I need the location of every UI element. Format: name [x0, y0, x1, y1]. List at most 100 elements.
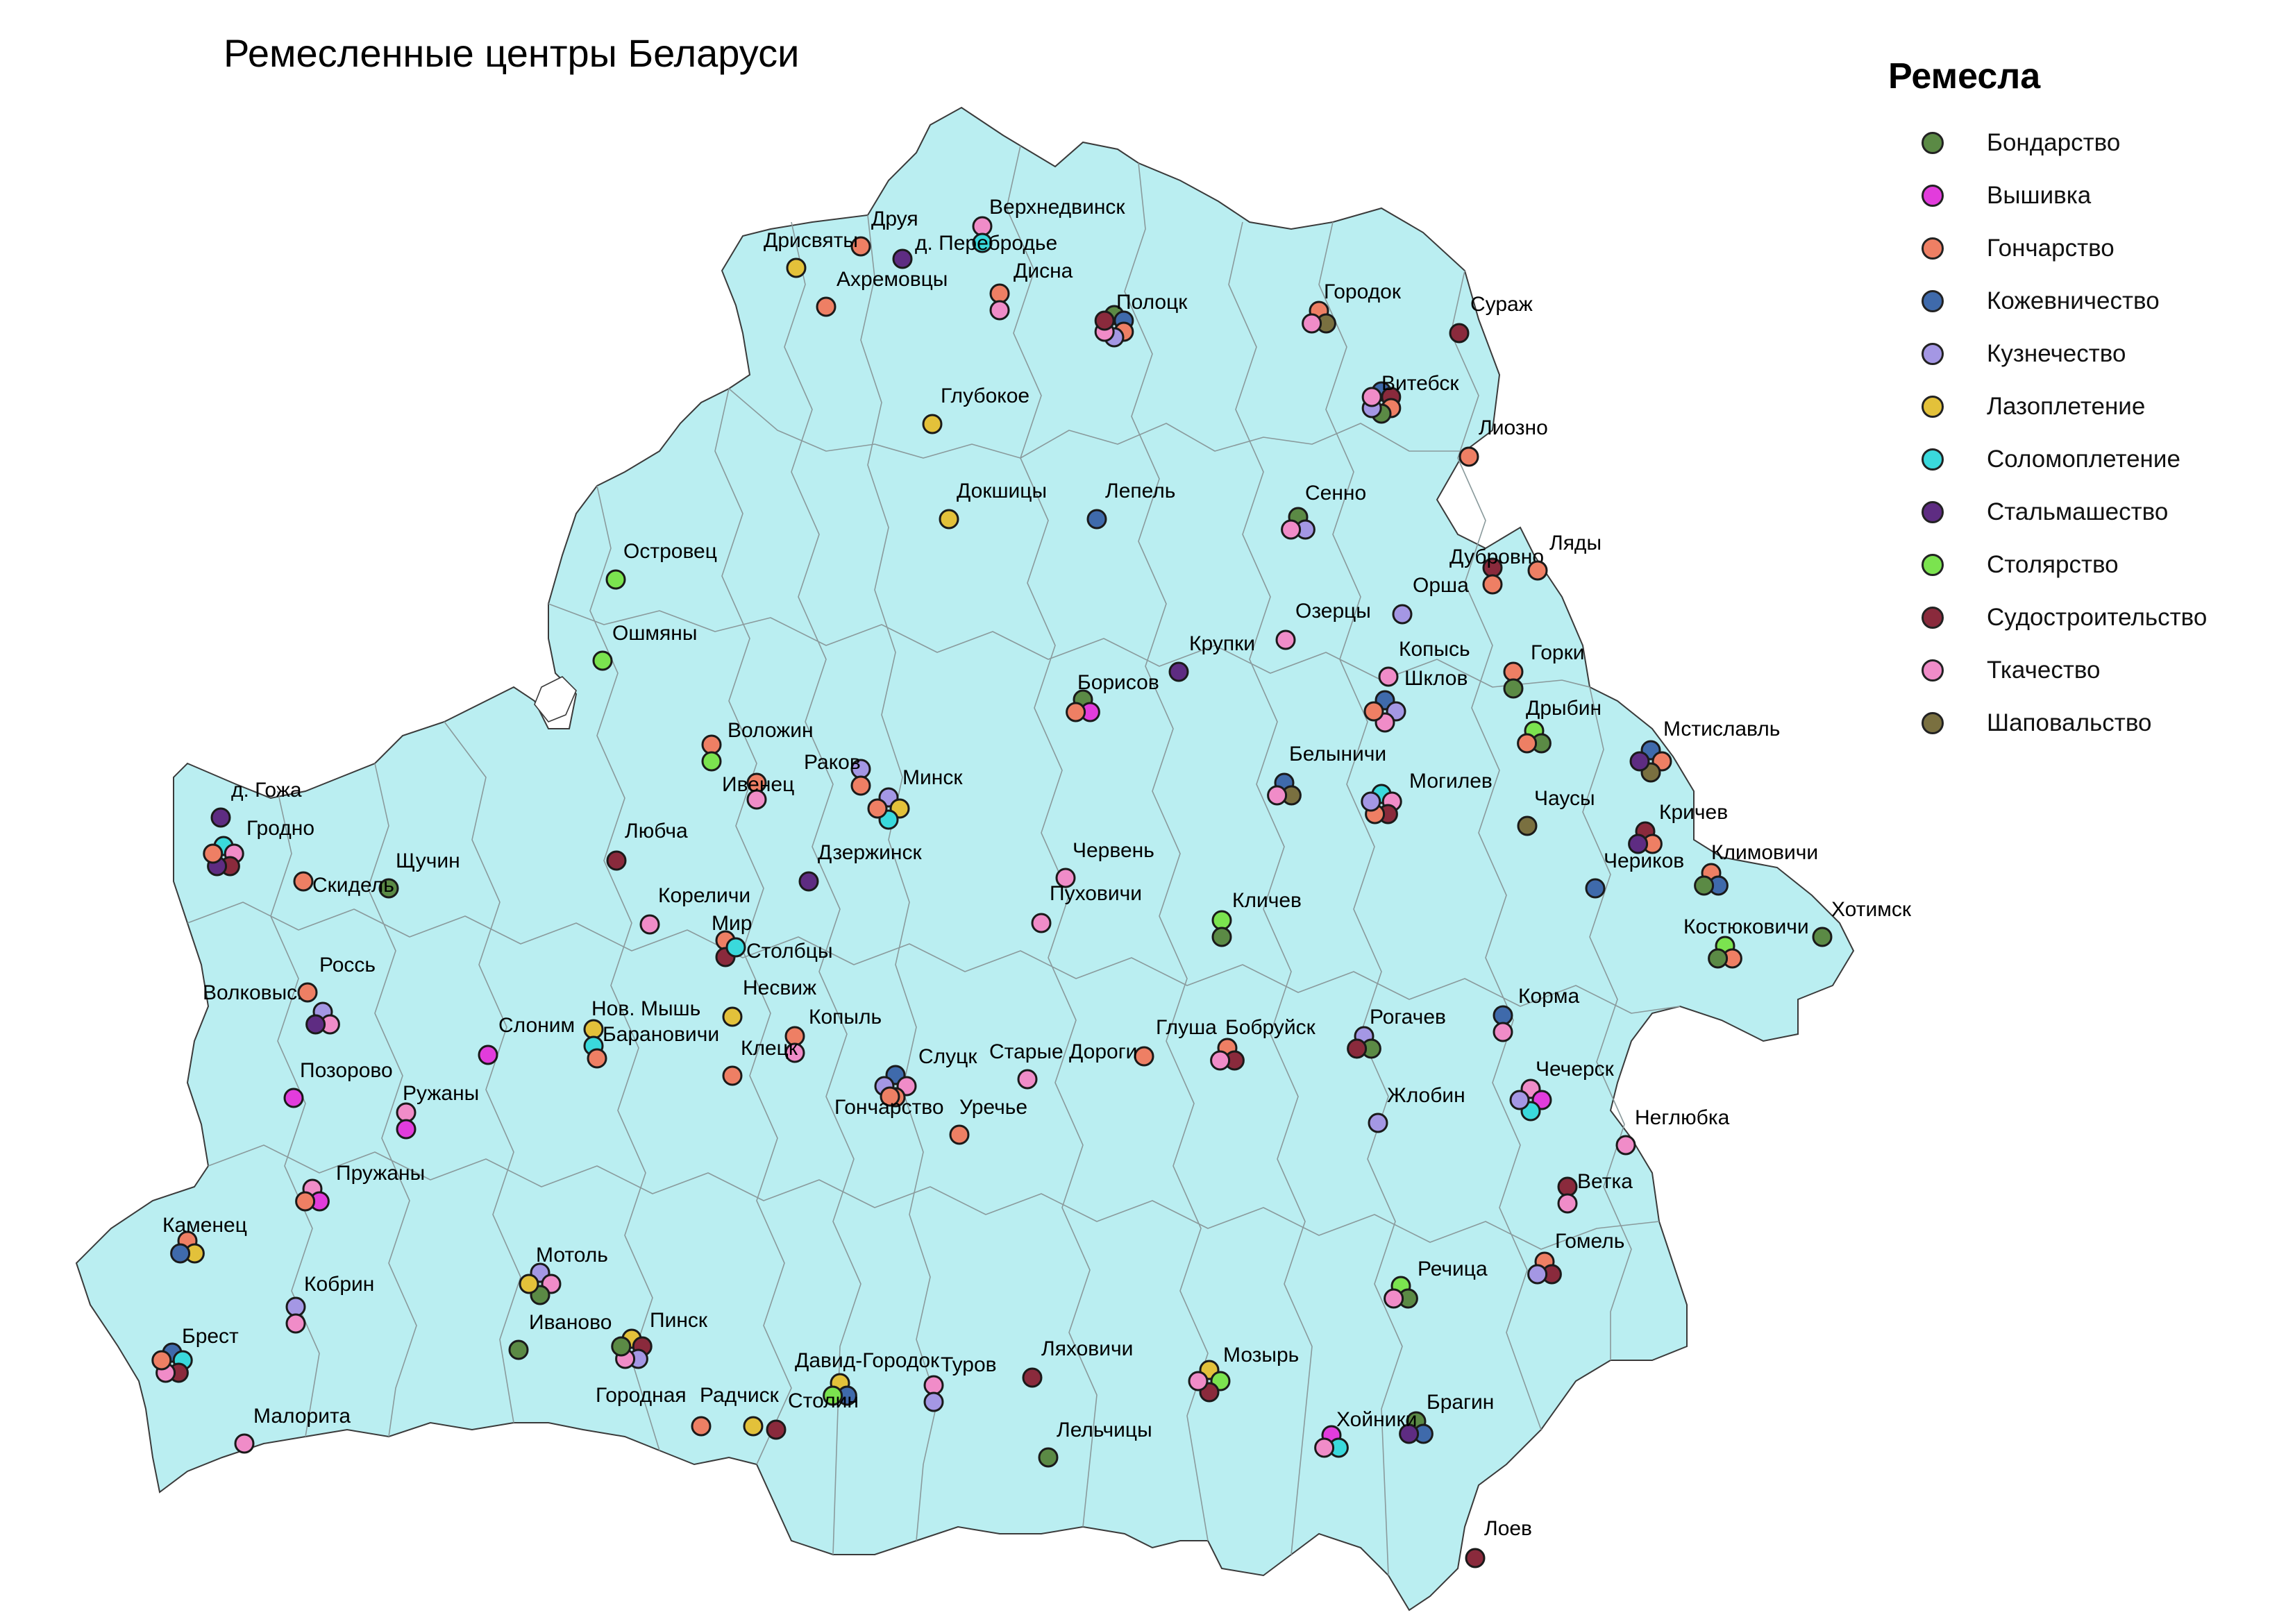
marker-bond[interactable]	[1812, 927, 1833, 947]
place-24[interactable]: Борисов	[1066, 671, 1159, 722]
place-65[interactable]: Слуцк	[874, 1045, 977, 1108]
place-36[interactable]: Кричев	[1628, 801, 1729, 854]
marker-lazo[interactable]	[583, 1019, 604, 1040]
marker-tkach[interactable]	[1267, 785, 1288, 806]
marker-vysh[interactable]	[478, 1044, 498, 1065]
place-84[interactable]: Мозырь	[1188, 1344, 1299, 1403]
place-53[interactable]: Ружаны	[396, 1082, 479, 1140]
marker-vysh[interactable]	[396, 1119, 417, 1140]
marker-stal[interactable]	[1629, 751, 1650, 772]
place-9[interactable]: Витебск	[1361, 372, 1459, 424]
place-66[interactable]: Старые Дороги	[989, 1040, 1137, 1090]
marker-sudo[interactable]	[1094, 310, 1115, 331]
marker-sudo[interactable]	[1465, 1548, 1486, 1568]
place-93[interactable]: Лельчицы	[1038, 1419, 1152, 1468]
place-48[interactable]: Хотимск	[1812, 898, 1912, 947]
marker-gonch[interactable]	[203, 843, 224, 864]
place-55[interactable]: Несвиж	[722, 976, 816, 1027]
marker-gonch[interactable]	[297, 982, 318, 1003]
place-94[interactable]: Лоев	[1465, 1517, 1532, 1568]
marker-tkach[interactable]	[1055, 868, 1076, 888]
marker-tkach[interactable]	[1378, 666, 1399, 687]
place-12[interactable]: Докшицы	[939, 480, 1047, 530]
marker-sudo[interactable]	[766, 1419, 787, 1440]
marker-bond[interactable]	[1503, 678, 1524, 699]
place-62[interactable]: Глуша	[1134, 1016, 1217, 1067]
place-58[interactable]: Рогачев	[1347, 1006, 1446, 1059]
place-45[interactable]: Кореличи	[639, 884, 750, 935]
place-4[interactable]: Ахремовцы	[816, 268, 948, 317]
place-71[interactable]: Жлобин	[1368, 1084, 1465, 1133]
marker-vysh[interactable]	[283, 1088, 304, 1108]
place-91[interactable]: Хойники	[1314, 1408, 1418, 1458]
place-0[interactable]: Верхнедвинск	[972, 196, 1125, 253]
marker-bond[interactable]	[1694, 875, 1715, 896]
marker-gonch[interactable]	[989, 283, 1010, 304]
marker-tkach[interactable]	[1275, 629, 1296, 650]
marker-stal[interactable]	[305, 1014, 326, 1035]
place-35[interactable]: Чаусы	[1517, 787, 1595, 836]
marker-tkach[interactable]	[1210, 1050, 1231, 1071]
marker-tkach[interactable]	[1557, 1193, 1578, 1214]
marker-sudo[interactable]	[606, 850, 627, 871]
place-46[interactable]: Пуховичи	[1031, 882, 1142, 933]
place-17[interactable]: Ляды	[1527, 532, 1602, 581]
place-15[interactable]: Островец	[605, 540, 717, 590]
place-26[interactable]: Дрыбин	[1517, 697, 1602, 754]
marker-shap[interactable]	[1517, 815, 1538, 836]
marker-stol[interactable]	[605, 569, 626, 590]
marker-stol[interactable]	[701, 751, 722, 772]
marker-gonch[interactable]	[701, 734, 722, 755]
place-59[interactable]: Корма	[1493, 985, 1579, 1042]
place-33[interactable]: Минск	[867, 766, 963, 830]
marker-bond[interactable]	[611, 1336, 632, 1357]
place-57[interactable]: Копыль	[784, 1006, 882, 1063]
marker-bond[interactable]	[1211, 927, 1232, 947]
marker-tkach[interactable]	[746, 789, 767, 810]
marker-sudo[interactable]	[1347, 1038, 1368, 1059]
place-56[interactable]: Нов. Мышь	[583, 997, 700, 1056]
place-64[interactable]: Клецк	[722, 1037, 798, 1086]
marker-tkach[interactable]	[1281, 519, 1302, 540]
place-86[interactable]: Туров	[923, 1353, 997, 1412]
place-7[interactable]: Городок	[1302, 280, 1402, 334]
place-19[interactable]: Озерцы	[1275, 600, 1371, 650]
marker-gonch[interactable]	[151, 1350, 172, 1371]
marker-tkach[interactable]	[989, 300, 1010, 321]
place-31[interactable]: д. Гожа	[210, 779, 302, 828]
marker-stol[interactable]	[1211, 910, 1232, 931]
marker-bond[interactable]	[508, 1339, 529, 1360]
marker-solo[interactable]	[725, 937, 746, 958]
marker-kuzn[interactable]	[1527, 1264, 1548, 1285]
marker-lazo[interactable]	[743, 1416, 764, 1437]
place-54[interactable]: Волковыск	[203, 981, 340, 1035]
marker-gonch[interactable]	[722, 1065, 743, 1086]
place-28[interactable]: Мстиславль	[1629, 718, 1780, 783]
marker-gonch[interactable]	[691, 1416, 712, 1437]
marker-kozh[interactable]	[170, 1243, 191, 1264]
marker-stal[interactable]	[1399, 1423, 1420, 1444]
marker-lazo[interactable]	[519, 1274, 539, 1294]
place-68[interactable]: Чечерск	[1509, 1058, 1615, 1122]
marker-stal[interactable]	[892, 248, 913, 269]
marker-bond[interactable]	[1708, 948, 1729, 969]
place-42[interactable]: Климовичи	[1694, 841, 1819, 896]
marker-stal[interactable]	[210, 807, 231, 828]
marker-kuzn[interactable]	[1368, 1113, 1388, 1133]
marker-gonch[interactable]	[295, 1191, 316, 1212]
marker-bond[interactable]	[378, 878, 399, 899]
marker-stal[interactable]	[1628, 834, 1649, 854]
place-2[interactable]: Дрисвяты	[764, 229, 858, 278]
marker-lazo[interactable]	[922, 414, 943, 434]
marker-tkach[interactable]	[1188, 1371, 1209, 1392]
place-88[interactable]: Городная	[596, 1384, 712, 1437]
marker-tkach[interactable]	[784, 1042, 805, 1063]
place-13[interactable]: Лепель	[1086, 480, 1175, 530]
place-43[interactable]: Скидель	[293, 871, 394, 897]
place-14[interactable]: Сенно	[1281, 482, 1367, 540]
marker-tkach[interactable]	[1615, 1135, 1636, 1156]
place-41[interactable]: Щучин	[378, 849, 460, 899]
place-61[interactable]: Барановичи	[587, 1023, 719, 1069]
marker-tkach[interactable]	[1302, 313, 1322, 334]
place-73[interactable]: Пружаны	[295, 1162, 426, 1212]
